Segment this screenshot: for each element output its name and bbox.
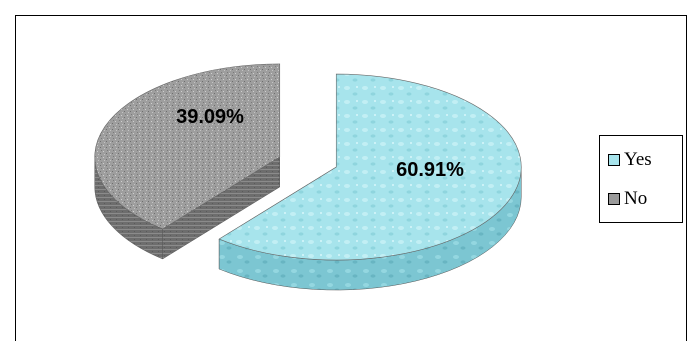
legend-swatch-yes (608, 154, 620, 166)
legend-label-no: No (624, 188, 648, 209)
legend: Yes No (599, 135, 683, 223)
pie-slice-yes-top (218, 73, 522, 261)
data-label-yes: 60.91% (396, 159, 464, 181)
pie-slice-no-top (94, 63, 281, 230)
data-label-no: 39.09% (176, 106, 244, 128)
chart-frame (15, 15, 687, 341)
legend-label-yes: Yes (624, 149, 652, 170)
pie-slice-yes (218, 73, 522, 291)
legend-swatch-no (608, 193, 620, 205)
legend-item-no: No (608, 188, 647, 210)
pie-slice-no (94, 63, 281, 260)
legend-item-yes: Yes (608, 149, 652, 171)
